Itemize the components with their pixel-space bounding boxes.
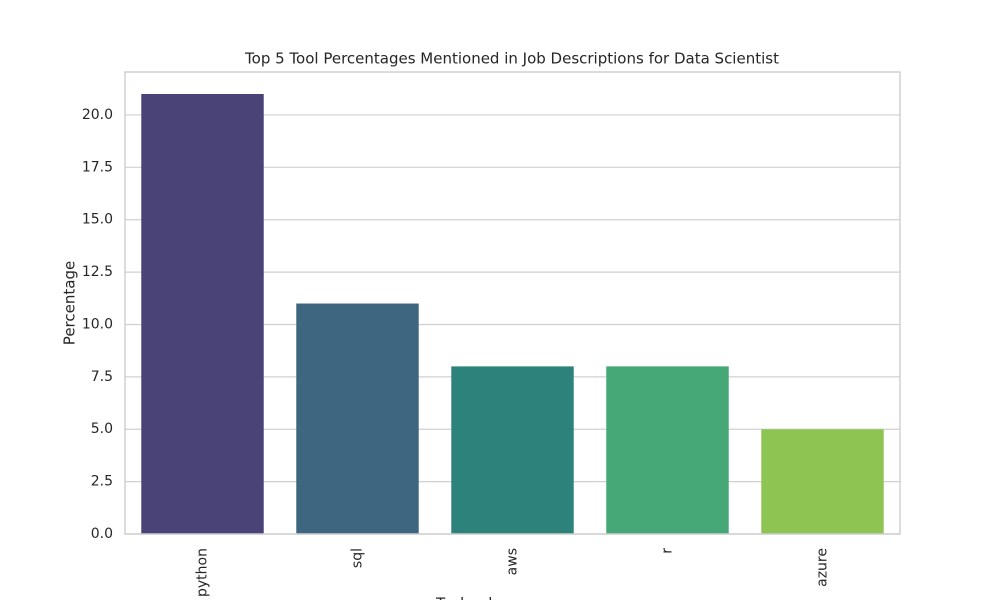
plot-frame: [124, 71, 901, 535]
y-tick-label: 20.0: [82, 107, 113, 123]
bar: [761, 429, 884, 534]
y-tick-label: 7.5: [91, 369, 113, 385]
y-tick-label: 2.5: [91, 474, 113, 490]
y-tick-label: 10.0: [82, 316, 113, 332]
chart-title: Top 5 Tool Percentages Mentioned in Job …: [244, 50, 779, 68]
bar: [296, 303, 419, 534]
x-tick-label: sql: [350, 548, 366, 568]
bar: [451, 366, 574, 534]
y-axis-label: Percentage: [61, 261, 79, 345]
x-tick-label: python: [195, 548, 211, 597]
y-tick-label: 0.0: [91, 526, 113, 542]
x-tick-label: azure: [815, 548, 831, 587]
bar: [606, 366, 729, 534]
y-tick-label: 12.5: [82, 264, 113, 280]
x-tick-label: r: [660, 548, 676, 554]
y-tick-label: 5.0: [91, 421, 113, 437]
y-tick-label: 15.0: [82, 212, 113, 228]
x-axis-label: Technology: [435, 595, 520, 600]
y-tick-label: 17.5: [82, 159, 113, 175]
x-tick-label: aws: [505, 548, 521, 575]
bar: [141, 94, 264, 534]
